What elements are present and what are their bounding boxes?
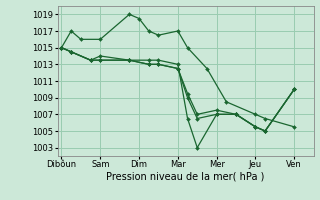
- X-axis label: Pression niveau de la mer( hPa ): Pression niveau de la mer( hPa ): [107, 172, 265, 182]
